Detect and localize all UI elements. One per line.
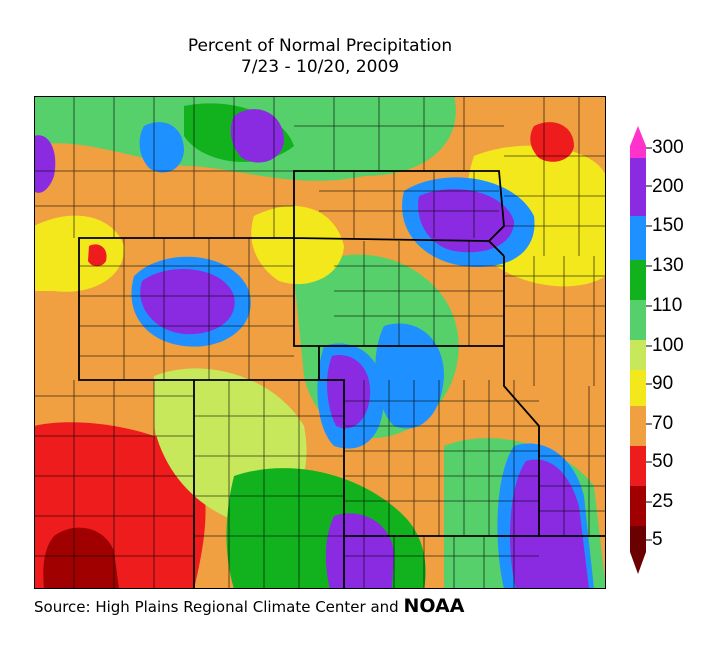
wet-patch-kansas — [375, 323, 444, 429]
wet-patch-nebraska-core — [327, 355, 371, 429]
legend-label-25: 25 — [652, 491, 674, 512]
dry-spot-northeast — [530, 122, 574, 162]
legend-swatch-25 — [630, 486, 646, 526]
wet-patch-north-blue — [139, 122, 184, 173]
legend-label-5: 5 — [652, 529, 663, 550]
legend-swatch-130 — [630, 260, 646, 300]
legend-label-200: 200 — [652, 176, 684, 197]
source-agency: NOAA — [403, 595, 465, 617]
legend-swatch-100 — [630, 340, 646, 370]
dry-spot-west — [88, 244, 107, 267]
legend-swatch-150 — [630, 216, 646, 260]
wet-patch-northwest — [230, 109, 284, 163]
map-frame — [34, 96, 606, 589]
map-title: Percent of Normal Precipitation — [187, 36, 453, 56]
wet-patch-west-edge — [34, 135, 56, 193]
legend-label-70: 70 — [652, 413, 674, 434]
legend-label-130: 130 — [652, 255, 684, 276]
precipitation-map — [34, 96, 606, 589]
transition-zone-central — [251, 206, 344, 285]
legend-swatch-5 — [630, 526, 646, 552]
legend-label-110: 110 — [652, 295, 683, 316]
legend-swatch-50 — [630, 446, 646, 486]
legend-label-300: 300 — [652, 137, 684, 158]
state-boundaries — [78, 170, 606, 589]
legend-label-150: 150 — [652, 215, 684, 236]
map-subtitle: 7/23 - 10/20, 2009 — [240, 57, 400, 77]
wet-patch-north-plains-core — [418, 189, 514, 253]
county-boundaries — [34, 96, 606, 589]
source-credit: Source: High Plains Regional Climate Cen… — [34, 596, 464, 617]
legend-label-100: 100 — [652, 335, 684, 356]
legend-arrow-top — [630, 126, 646, 146]
legend-swatch-90 — [630, 370, 646, 406]
wet-patch-east-kansas-core — [510, 459, 589, 589]
dry-spot-southwest — [43, 527, 119, 589]
color-legend — [630, 126, 652, 574]
legend-swatch-110 — [630, 300, 646, 340]
legend-label-90: 90 — [652, 373, 674, 394]
legend-swatch-300 — [630, 146, 646, 158]
legend-label-50: 50 — [652, 451, 674, 472]
wet-patch-south-central — [325, 513, 394, 589]
source-text: Source: High Plains Regional Climate Cen… — [34, 598, 399, 616]
legend-arrow-bottom — [630, 552, 646, 574]
legend-swatch-200 — [630, 158, 646, 216]
legend-swatch-70 — [630, 406, 646, 446]
